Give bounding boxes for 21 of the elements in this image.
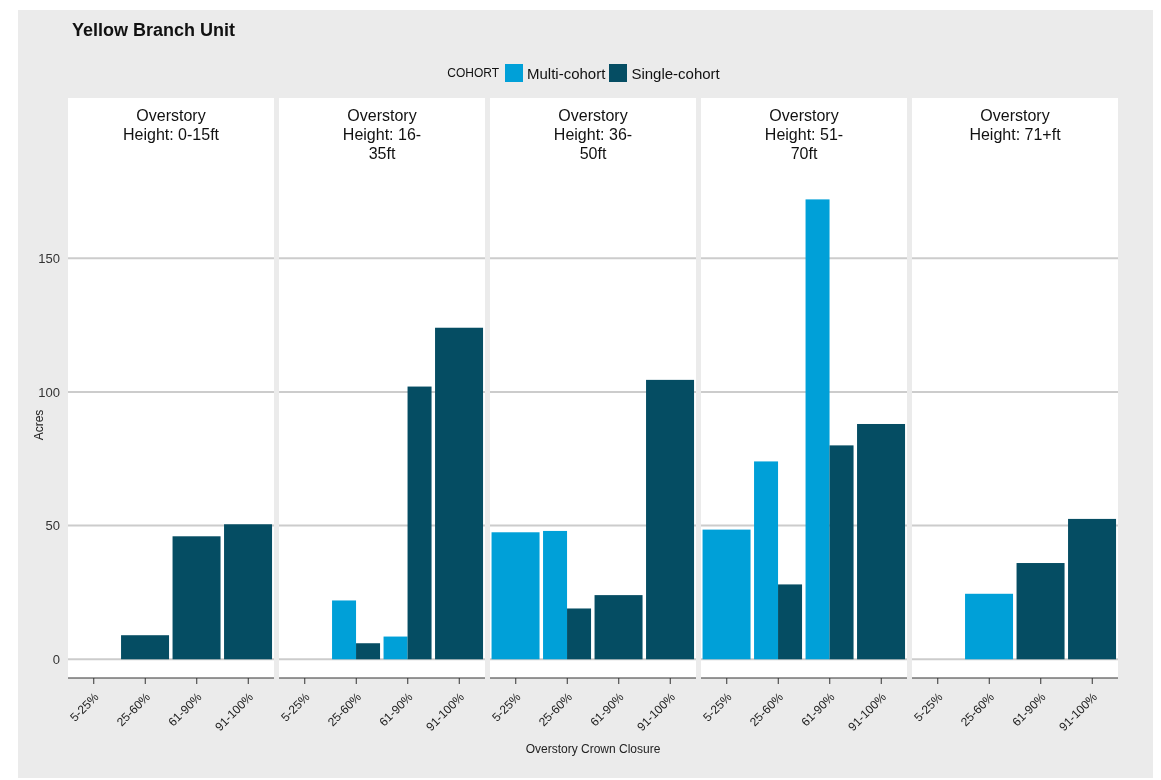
chart-title: Overstory Height: 0-15ft: [121, 106, 221, 145]
bar: [778, 584, 803, 660]
chart-title: Overstory Height: 71+ft: [968, 106, 1062, 145]
legend-label: Single-cohort: [630, 64, 720, 82]
legend-title: COHORT: [447, 66, 500, 80]
y-tick-label: 100: [38, 384, 60, 400]
text: Yellow Branch Unit: [72, 20, 236, 41]
x-axis-title: Overstory Crown Closure: [524, 742, 662, 756]
legend-label: Multi-cohort: [526, 64, 606, 82]
bar: [121, 635, 170, 660]
chart-title: Overstory Height: 36-50ft: [552, 106, 634, 164]
bar: [224, 524, 273, 660]
chart-title: Overstory Height: 51-70ft: [763, 106, 845, 164]
y-axis-title: Acres: [32, 409, 47, 441]
bar: [805, 199, 830, 660]
y-tick-label: 150: [38, 250, 60, 266]
bar: [594, 595, 643, 660]
y-tick-label: 0: [52, 651, 60, 667]
y-tick-label: 50: [45, 518, 60, 534]
chart-title: Overstory Height: 16-35ft: [341, 106, 423, 164]
bar: [172, 536, 221, 660]
